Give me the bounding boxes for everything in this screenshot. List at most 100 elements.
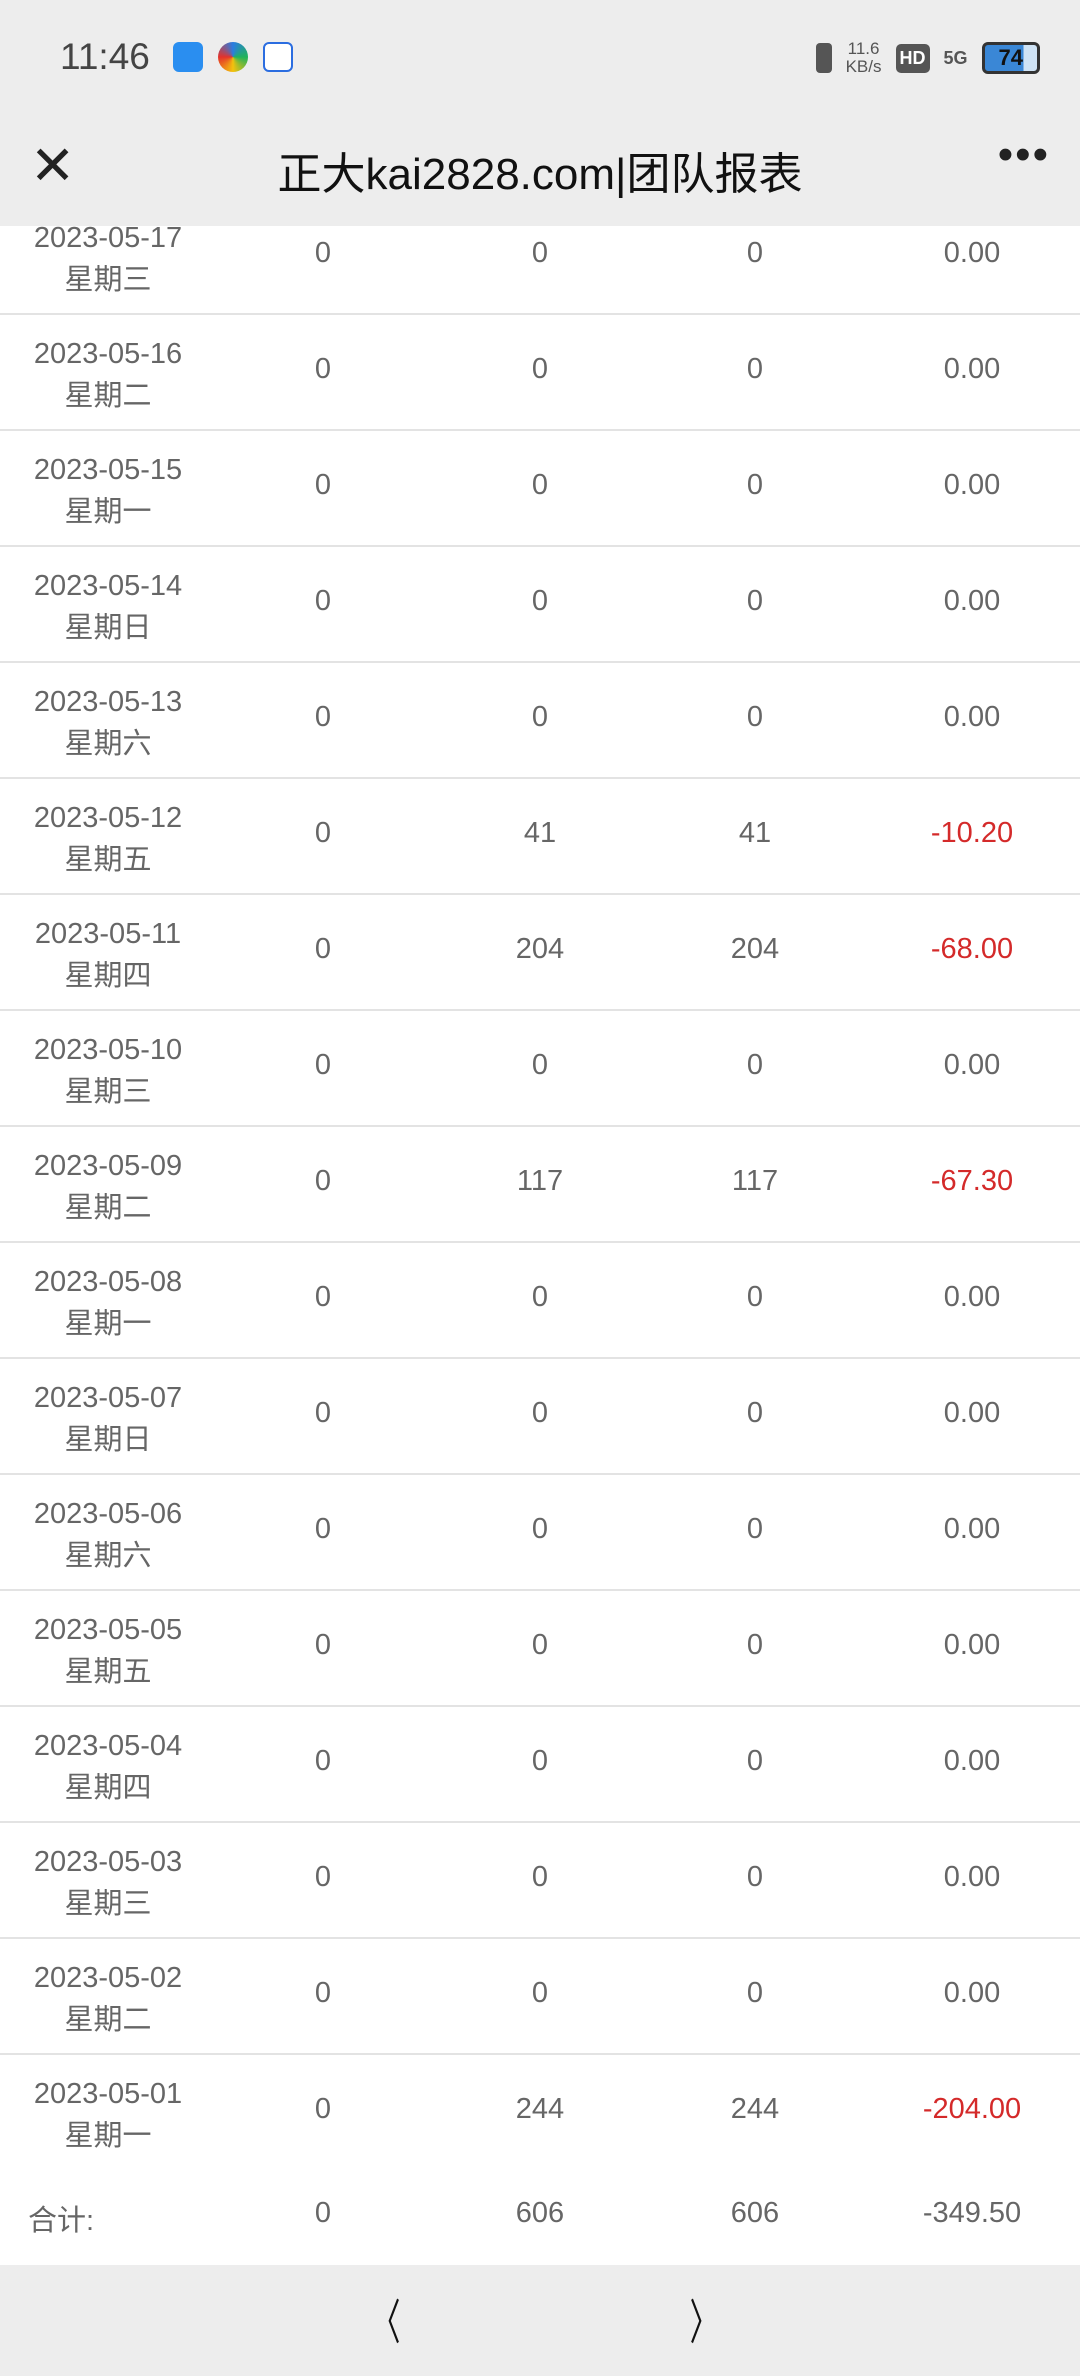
hd-icon: HD xyxy=(895,43,930,73)
value-cell-c4: 0.00 xyxy=(943,1977,1001,2009)
date-cell: 2023-05-14 星期日 xyxy=(33,570,183,644)
date-cell: 2023-05-05 星期五 xyxy=(33,1614,183,1688)
value-cell-c2: 0 xyxy=(531,1049,549,1081)
value-cell-c2: 0 xyxy=(531,237,549,269)
close-icon[interactable]: ✕ xyxy=(30,136,76,196)
value-cell-c4: -68.00 xyxy=(930,933,1014,965)
vibrate-icon xyxy=(815,43,832,73)
table-row: 2023-05-02 星期二 0 0 0 0.00 xyxy=(0,1939,1080,2055)
footer-nav: 〈 〉 xyxy=(0,2265,1080,2376)
page-title: 正大kai2828.com|团队报表 xyxy=(277,150,803,199)
value-cell-c1: 0 xyxy=(314,1049,332,1081)
date-cell: 2023-05-12 星期五 xyxy=(33,802,183,876)
value-cell-c2: 0 xyxy=(531,585,549,617)
value-cell-c4: 0.00 xyxy=(943,701,1001,733)
value-cell-c4: 0.00 xyxy=(943,1629,1001,1661)
value-cell-c3: 204 xyxy=(730,933,780,965)
table-row: 2023-05-05 星期五 0 0 0 0.00 xyxy=(0,1591,1080,1707)
header: ✕ 正大kai2828.com|团队报表 ••• xyxy=(0,110,1080,226)
value-cell-c2: 0 xyxy=(531,1397,549,1429)
table-row: 2023-05-04 星期四 0 0 0 0.00 xyxy=(0,1707,1080,1823)
more-icon[interactable]: ••• xyxy=(997,130,1050,179)
date-cell: 2023-05-06 星期六 xyxy=(33,1498,183,1572)
value-cell-c1: 0 xyxy=(314,1861,332,1893)
status-bar: 11:46 11.6 KB/s HD 5G 74 xyxy=(0,0,1080,110)
value-cell-c4: -67.30 xyxy=(930,1165,1014,1197)
app-notification-icon xyxy=(173,42,203,72)
table-row: 2023-05-08 星期一 0 0 0 0.00 xyxy=(0,1243,1080,1359)
date-cell: 2023-05-10 星期三 xyxy=(33,1034,183,1108)
total-c1: 0 xyxy=(314,2197,332,2229)
value-cell-c2: 0 xyxy=(531,1629,549,1661)
value-cell-c2: 0 xyxy=(531,701,549,733)
value-cell-c4: 0.00 xyxy=(943,353,1001,385)
table-row: 2023-05-12 星期五 0 41 41 -10.20 xyxy=(0,779,1080,895)
date-cell: 2023-05-03 星期三 xyxy=(33,1846,183,1920)
table-row: 2023-05-01 星期一 0 244 244 -204.00 xyxy=(0,2055,1080,2171)
value-cell-c3: 0 xyxy=(746,1861,764,1893)
value-cell-c3: 0 xyxy=(746,469,764,501)
value-cell-c3: 117 xyxy=(731,1165,779,1197)
value-cell-c2: 117 xyxy=(516,1165,564,1197)
table-row: 2023-05-09 星期二 0 117 117 -67.30 xyxy=(0,1127,1080,1243)
value-cell-c1: 0 xyxy=(314,353,332,385)
table-row: 2023-05-11 星期四 0 204 204 -68.00 xyxy=(0,895,1080,1011)
date-cell: 2023-05-01 星期一 xyxy=(33,2078,183,2152)
net-speed: 11.6 KB/s xyxy=(845,39,882,76)
date-cell: 2023-05-16 星期二 xyxy=(33,338,183,412)
date-cell: 2023-05-07 星期日 xyxy=(33,1382,183,1456)
value-cell-c3: 0 xyxy=(746,1049,764,1081)
date-cell: 2023-05-02 星期二 xyxy=(33,1962,183,2036)
value-cell-c3: 0 xyxy=(746,237,764,269)
value-cell-c1: 0 xyxy=(314,1281,332,1313)
value-cell-c4: 0.00 xyxy=(943,1513,1001,1545)
value-cell-c4: 0.00 xyxy=(943,1397,1001,1429)
table-row: 2023-05-03 星期三 0 0 0 0.00 xyxy=(0,1823,1080,1939)
value-cell-c2: 0 xyxy=(531,1977,549,2009)
date-cell: 2023-05-09 星期二 xyxy=(33,1150,183,1224)
baidu-icon xyxy=(263,42,293,72)
table-row: 2023-05-17 星期三 0 0 0 0.00 xyxy=(0,226,1080,315)
value-cell-c2: 0 xyxy=(531,469,549,501)
value-cell-c2: 244 xyxy=(515,2093,565,2125)
value-cell-c3: 0 xyxy=(746,1281,764,1313)
date-cell: 2023-05-04 星期四 xyxy=(33,1730,183,1804)
value-cell-c3: 0 xyxy=(746,1397,764,1429)
signal-icon: 5G xyxy=(943,47,968,68)
value-cell-c2: 0 xyxy=(531,1281,549,1313)
value-cell-c1: 0 xyxy=(314,1397,332,1429)
value-cell-c3: 0 xyxy=(746,1513,764,1545)
value-cell-c1: 0 xyxy=(314,933,332,965)
value-cell-c1: 0 xyxy=(314,1745,332,1777)
value-cell-c3: 0 xyxy=(746,353,764,385)
table-row: 2023-05-07 星期日 0 0 0 0.00 xyxy=(0,1359,1080,1475)
forward-button[interactable]: 〉 xyxy=(689,2297,719,2350)
value-cell-c4: 0.00 xyxy=(943,469,1001,501)
total-c2: 606 xyxy=(515,2197,565,2229)
value-cell-c1: 0 xyxy=(314,1165,332,1197)
date-cell: 2023-05-13 星期六 xyxy=(33,686,183,760)
value-cell-c4: 0.00 xyxy=(943,1745,1001,1777)
value-cell-c1: 0 xyxy=(314,1977,332,2009)
value-cell-c1: 0 xyxy=(314,701,332,733)
value-cell-c4: 0.00 xyxy=(943,1049,1001,1081)
date-cell: 2023-05-08 星期一 xyxy=(33,1266,183,1340)
date-cell: 2023-05-15 星期一 xyxy=(33,454,183,528)
value-cell-c4: 0.00 xyxy=(943,585,1001,617)
value-cell-c1: 0 xyxy=(314,469,332,501)
value-cell-c2: 41 xyxy=(523,817,557,849)
table-row: 2023-05-06 星期六 0 0 0 0.00 xyxy=(0,1475,1080,1591)
total-c3: 606 xyxy=(730,2197,780,2229)
value-cell-c3: 0 xyxy=(746,1977,764,2009)
app-notification-icon xyxy=(218,42,248,72)
table-row: 2023-05-16 星期二 0 0 0 0.00 xyxy=(0,315,1080,431)
value-cell-c4: -10.20 xyxy=(930,817,1014,849)
value-cell-c4: -204.00 xyxy=(922,2093,1022,2125)
value-cell-c2: 204 xyxy=(515,933,565,965)
value-cell-c3: 0 xyxy=(746,1629,764,1661)
value-cell-c4: 0.00 xyxy=(943,1861,1001,1893)
value-cell-c4: 0.00 xyxy=(943,237,1001,269)
back-button[interactable]: 〈 xyxy=(371,2297,401,2350)
value-cell-c1: 0 xyxy=(314,585,332,617)
value-cell-c3: 244 xyxy=(730,2093,780,2125)
